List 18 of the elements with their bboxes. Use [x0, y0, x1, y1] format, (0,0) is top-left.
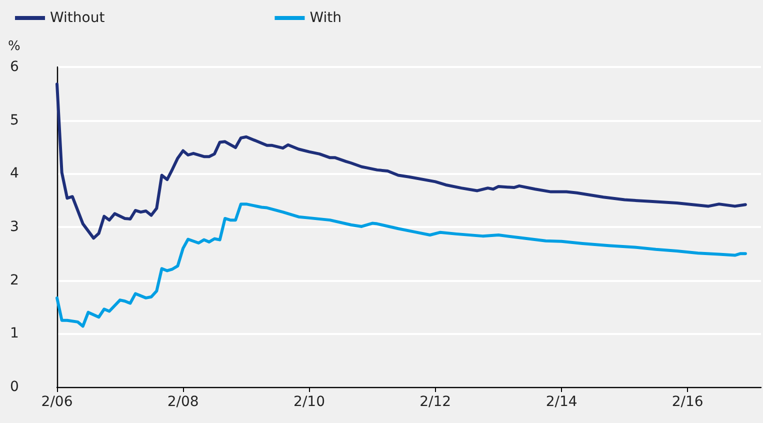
legend-label: With	[310, 10, 342, 26]
y-tick-label: 6	[10, 59, 19, 75]
line-series	[56, 202, 747, 328]
y-tick-label: 1	[10, 326, 19, 342]
x-tick-label: 2/06	[41, 394, 73, 410]
x-tick-label: 2/16	[672, 394, 704, 410]
y-tick-label: 3	[10, 219, 19, 235]
x-tick-label: 2/10	[294, 394, 326, 410]
y-tick-label: 4	[10, 166, 19, 182]
line-series	[56, 82, 747, 240]
x-tick-label: 2/12	[420, 394, 452, 410]
legend-label: Without	[50, 10, 106, 26]
y-tick-label: 2	[10, 272, 19, 288]
y-axis-title: %	[8, 39, 20, 54]
x-tick-label: 2/08	[167, 394, 199, 410]
y-tick-label: 0	[10, 379, 19, 395]
x-tick-label: 2/14	[546, 394, 578, 410]
y-tick-label: 5	[10, 112, 19, 128]
